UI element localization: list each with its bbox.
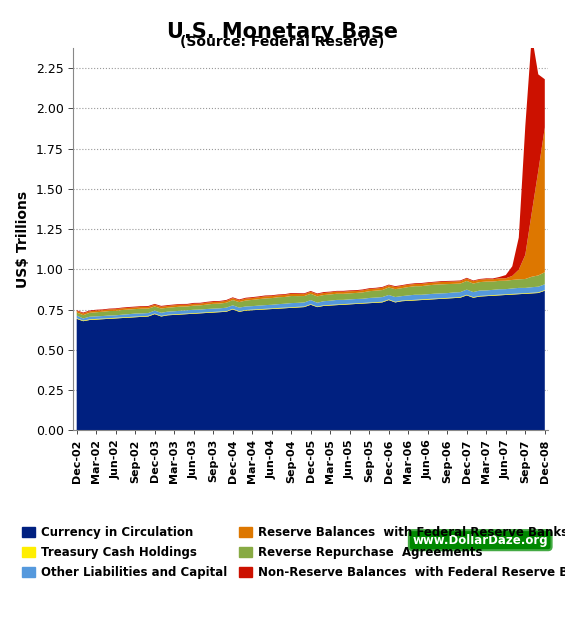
Y-axis label: US$ Trillions: US$ Trillions (16, 191, 30, 288)
Text: U.S. Monetary Base: U.S. Monetary Base (167, 22, 398, 42)
Text: (Source: Federal Reserve): (Source: Federal Reserve) (180, 35, 385, 49)
Legend: Currency in Circulation, Treasury Cash Holdings, Other Liabilities and Capital, : Currency in Circulation, Treasury Cash H… (22, 526, 565, 579)
Text: www.DollarDaze.org: www.DollarDaze.org (412, 534, 548, 546)
